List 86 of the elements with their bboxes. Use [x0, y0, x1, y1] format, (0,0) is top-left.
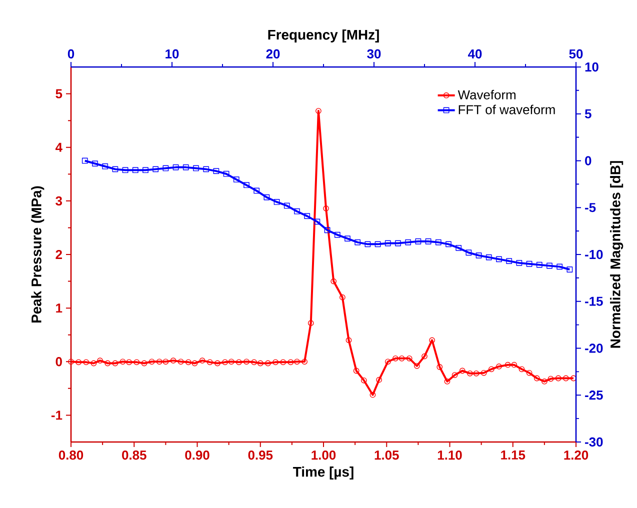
point	[213, 168, 220, 174]
x2-tick-label: 0	[68, 49, 74, 58]
point	[446, 241, 452, 248]
point	[193, 165, 199, 172]
point	[314, 218, 320, 225]
y2-axis-title: Normalized Magnitudes [dB]	[610, 161, 624, 348]
point	[203, 166, 210, 172]
point	[456, 244, 462, 251]
point	[364, 241, 371, 248]
y2-tick-label: -15	[585, 296, 603, 306]
x-tick-label: 0.90	[185, 450, 210, 460]
point	[466, 250, 472, 256]
x2-tick-label: 10	[166, 49, 179, 58]
y-tick-label: 5	[56, 89, 62, 98]
point	[102, 163, 108, 170]
point	[274, 199, 280, 205]
legend-label: Waveform	[458, 90, 516, 100]
point	[354, 239, 361, 246]
point	[415, 238, 422, 244]
x-tick-label: 0.80	[58, 450, 84, 460]
x-tick-label: 1.10	[438, 450, 462, 460]
point	[566, 266, 573, 272]
point	[506, 258, 512, 264]
y2-tick-label: -5	[585, 203, 596, 212]
y2-tick-label: -10	[585, 250, 603, 260]
point	[182, 164, 189, 170]
point	[324, 227, 330, 234]
point	[82, 158, 88, 164]
y-tick-label: 1	[56, 304, 62, 313]
y-tick-label: 2	[56, 250, 62, 260]
point	[374, 241, 381, 248]
point	[223, 170, 230, 177]
point	[122, 167, 128, 174]
point	[516, 260, 522, 266]
point	[425, 238, 432, 244]
x-tick-label: 0.85	[122, 450, 146, 460]
point	[526, 260, 532, 267]
point	[162, 165, 169, 172]
legend-label: FFT of waveform	[458, 104, 555, 114]
x-tick-label: 1.20	[564, 450, 588, 460]
x2-tick-label: 20	[266, 49, 280, 58]
y-tick-label: 3	[56, 196, 62, 206]
y-tick-label: 0	[56, 357, 62, 366]
point	[536, 262, 542, 268]
point	[334, 232, 340, 238]
x2-axis-title: Frequency [MHz]	[268, 29, 379, 42]
point	[304, 213, 310, 219]
point	[344, 236, 350, 242]
point	[294, 208, 300, 214]
x2-tick-label: 30	[367, 49, 381, 58]
point	[112, 166, 118, 172]
point	[476, 252, 482, 258]
point	[284, 202, 290, 209]
point	[132, 167, 138, 174]
point	[384, 240, 391, 246]
point	[486, 254, 492, 260]
y-tick-label: -1	[51, 410, 62, 420]
point	[546, 262, 552, 269]
y-axis-title: Peak Pressure (MPa)	[31, 186, 44, 323]
y-tick-label: 4	[55, 142, 62, 152]
x2-tick-label: 40	[468, 49, 482, 58]
y2-tick-label: 0	[585, 156, 592, 166]
y2-tick-label: 10	[585, 62, 598, 72]
point	[244, 182, 250, 188]
x2-tick-label: 50	[569, 49, 583, 58]
x-tick-label: 1.00	[312, 450, 336, 460]
x-tick-label: 1.15	[501, 450, 526, 460]
point	[556, 264, 563, 270]
point	[264, 194, 270, 200]
point	[435, 239, 442, 246]
point	[254, 188, 260, 194]
point	[142, 167, 148, 174]
point	[233, 176, 240, 182]
x-tick-label: 0.95	[248, 450, 273, 460]
y2-tick-label: -30	[585, 437, 603, 447]
point	[172, 164, 179, 170]
point	[496, 256, 502, 262]
x-tick-label: 1.05	[374, 450, 399, 460]
point	[395, 240, 401, 246]
point	[152, 166, 159, 172]
y2-tick-label: -20	[585, 344, 603, 353]
point	[405, 239, 412, 246]
point	[92, 160, 98, 166]
y2-tick-label: -25	[585, 390, 603, 400]
y2-tick-label: 5	[584, 109, 592, 118]
x-axis-title: Time [µs]	[293, 466, 354, 480]
